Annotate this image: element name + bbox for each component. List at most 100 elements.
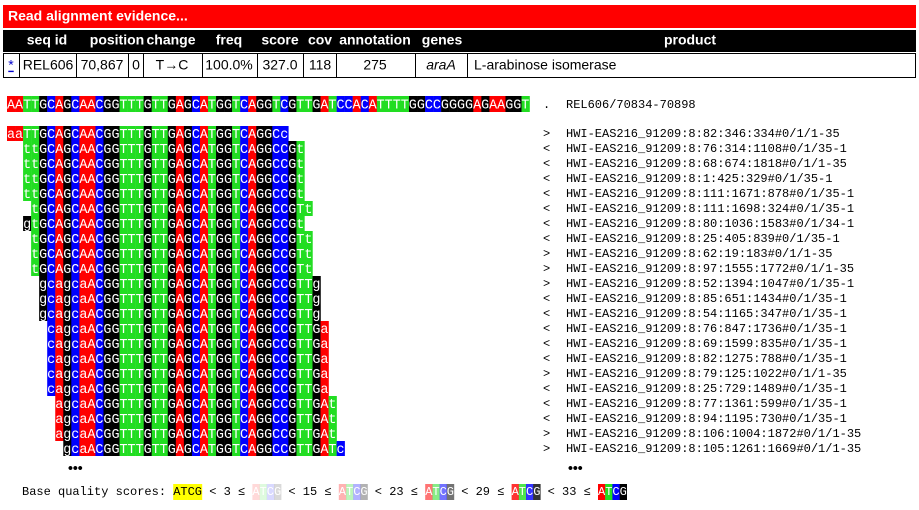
base-cell [256,306,265,321]
base-cell [175,216,185,231]
base-cell [7,96,16,112]
base-cell [224,321,233,336]
base-cell [216,231,225,246]
base-cell [280,351,289,366]
base-cell [208,126,217,141]
more-reads: ••• [68,460,83,476]
base-cell [143,351,152,366]
base-cell [288,396,297,411]
base-cell [159,441,168,456]
legend-swatch [194,484,203,500]
base-cell [288,351,297,366]
base-cell [95,426,104,441]
base-cell [31,261,40,276]
base-cell [248,231,257,246]
base-cell [151,336,160,351]
evidence-link[interactable]: * [8,57,14,73]
base-cell [111,366,120,381]
base-cell [111,336,120,351]
base-cell [111,231,120,246]
read-name: HWI-EAS216_91209:8:25:729:1489#0/1/35-1 [566,382,847,396]
base-cell [87,171,96,186]
base-cell [143,396,152,411]
base-cell [71,441,80,456]
base-cell [159,201,168,216]
column-header: score [261,32,299,48]
base-cell [288,201,297,216]
base-cell [167,96,177,112]
base-cell [135,261,144,276]
base-cell [127,306,136,321]
base-cell [63,351,72,366]
base-cell [199,441,209,456]
base-cell [240,216,249,231]
base-cell [151,171,160,186]
base-cell [336,96,345,112]
base-cell [111,411,120,426]
base-cell [23,126,32,141]
base-cell [256,381,265,396]
base-cell [143,201,152,216]
base-cell [103,441,112,456]
cell-text: L-arabinose isomerase [474,57,617,73]
base-cell [312,336,321,351]
base-cell [191,126,201,141]
base-cell [167,276,177,291]
base-cell [103,306,112,321]
strand: < [543,352,550,366]
base-cell [280,156,289,171]
base-cell [87,351,96,366]
read-name: HWI-EAS216_91209:8:111:1671:878#0/1/35-1 [566,187,854,201]
column-header: annotation [339,32,411,48]
base-cell [87,231,96,246]
read-name: HWI-EAS216_91209:8:69:1599:835#0/1/35-1 [566,337,847,351]
sequence: gcaACGGTTTGTTGAGCATGGTCAGGCCGTTGATc [7,443,345,458]
base-cell [135,276,144,291]
base-cell [489,96,498,112]
base-cell [71,411,80,426]
base-cell [216,351,225,366]
base-cell [280,246,289,261]
strand: < [543,187,550,201]
base-cell [248,351,257,366]
base-cell [127,366,136,381]
legend-swatch [619,484,627,500]
base-cell [71,336,80,351]
base-cell [183,306,193,321]
base-cell [71,306,80,321]
base-cell [159,321,168,336]
base-cell [224,216,233,231]
base-cell [71,351,80,366]
base-cell [199,306,209,321]
read-name: HWI-EAS216_91209:8:1:425:329#0/1/35-1 [566,172,832,186]
strand: > [543,367,550,381]
base-cell [264,336,273,351]
base-cell [288,216,297,231]
base-cell [175,126,185,141]
base-cell [159,231,168,246]
base-cell [55,261,64,276]
base-cell [224,231,233,246]
base-cell [248,186,257,201]
base-cell [63,96,72,112]
base-cell [224,441,233,456]
legend-swatch [425,484,433,500]
base-cell [31,156,40,171]
base-cell [304,381,313,396]
base-cell [39,201,48,216]
base-cell [280,201,289,216]
base-cell [320,336,329,351]
base-cell [47,216,56,231]
base-cell [127,411,136,426]
base-cell [216,366,225,381]
base-cell [232,231,241,246]
read-name: HWI-EAS216_91209:8:82:346:334#0/1/1-35 [566,127,840,141]
sequence: agcaACGGTTTGTTGAGCATGGTCAGGCCGTTGAt [7,428,336,443]
base-cell [256,156,265,171]
base-cell [103,336,112,351]
base-cell [167,261,177,276]
base-cell [95,231,104,246]
base-cell [31,216,40,231]
base-cell [272,306,281,321]
base-cell [216,276,225,291]
